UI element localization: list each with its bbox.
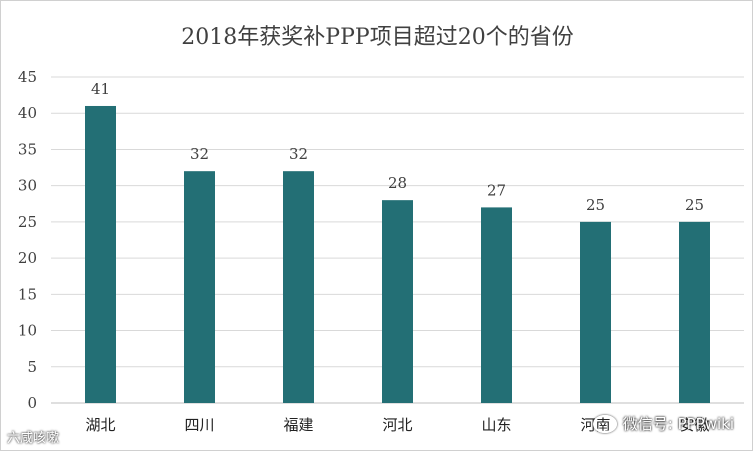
- x-tick-label: 河北: [382, 416, 412, 434]
- watermark: 微信号: PPPwiki: [592, 413, 734, 434]
- y-tick-label: 5: [27, 358, 37, 376]
- data-label: 32: [289, 145, 308, 163]
- bar: [580, 221, 611, 403]
- y-tick-label: 35: [18, 140, 37, 158]
- data-label: 41: [91, 80, 110, 98]
- bar: [85, 105, 116, 403]
- watermark-left: 六咸咳嗽: [7, 431, 60, 446]
- wechat-icon: [592, 414, 617, 433]
- bar: [679, 221, 710, 403]
- y-tick-label: 20: [18, 249, 37, 267]
- y-tick-label: 25: [18, 213, 37, 231]
- x-tick-label: 四川: [184, 416, 214, 434]
- data-label: 25: [586, 196, 605, 214]
- bar: [481, 207, 512, 403]
- x-tick-label: 山东: [481, 416, 511, 434]
- x-tick-label: 湖北: [85, 416, 115, 434]
- bar: [382, 200, 413, 403]
- y-tick-label: 0: [27, 394, 37, 412]
- data-label: 27: [487, 181, 506, 199]
- chart-title: 2018年获奖补PPP项目超过20个的省份: [181, 25, 574, 50]
- bar: [184, 171, 215, 403]
- x-tick-label: 安徽: [679, 416, 709, 434]
- y-tick-label: 45: [18, 68, 37, 86]
- y-tick-label: 40: [18, 104, 37, 122]
- y-tick-label: 10: [18, 322, 37, 340]
- x-tick-label: 福建: [283, 416, 313, 434]
- data-label: 25: [685, 196, 704, 214]
- bar: [283, 171, 314, 403]
- data-label: 32: [190, 145, 209, 163]
- watermark-text: 微信号: PPPwiki: [622, 415, 734, 433]
- data-label: 28: [388, 174, 407, 192]
- y-tick-label: 15: [18, 285, 37, 303]
- y-tick-label: 30: [18, 177, 37, 195]
